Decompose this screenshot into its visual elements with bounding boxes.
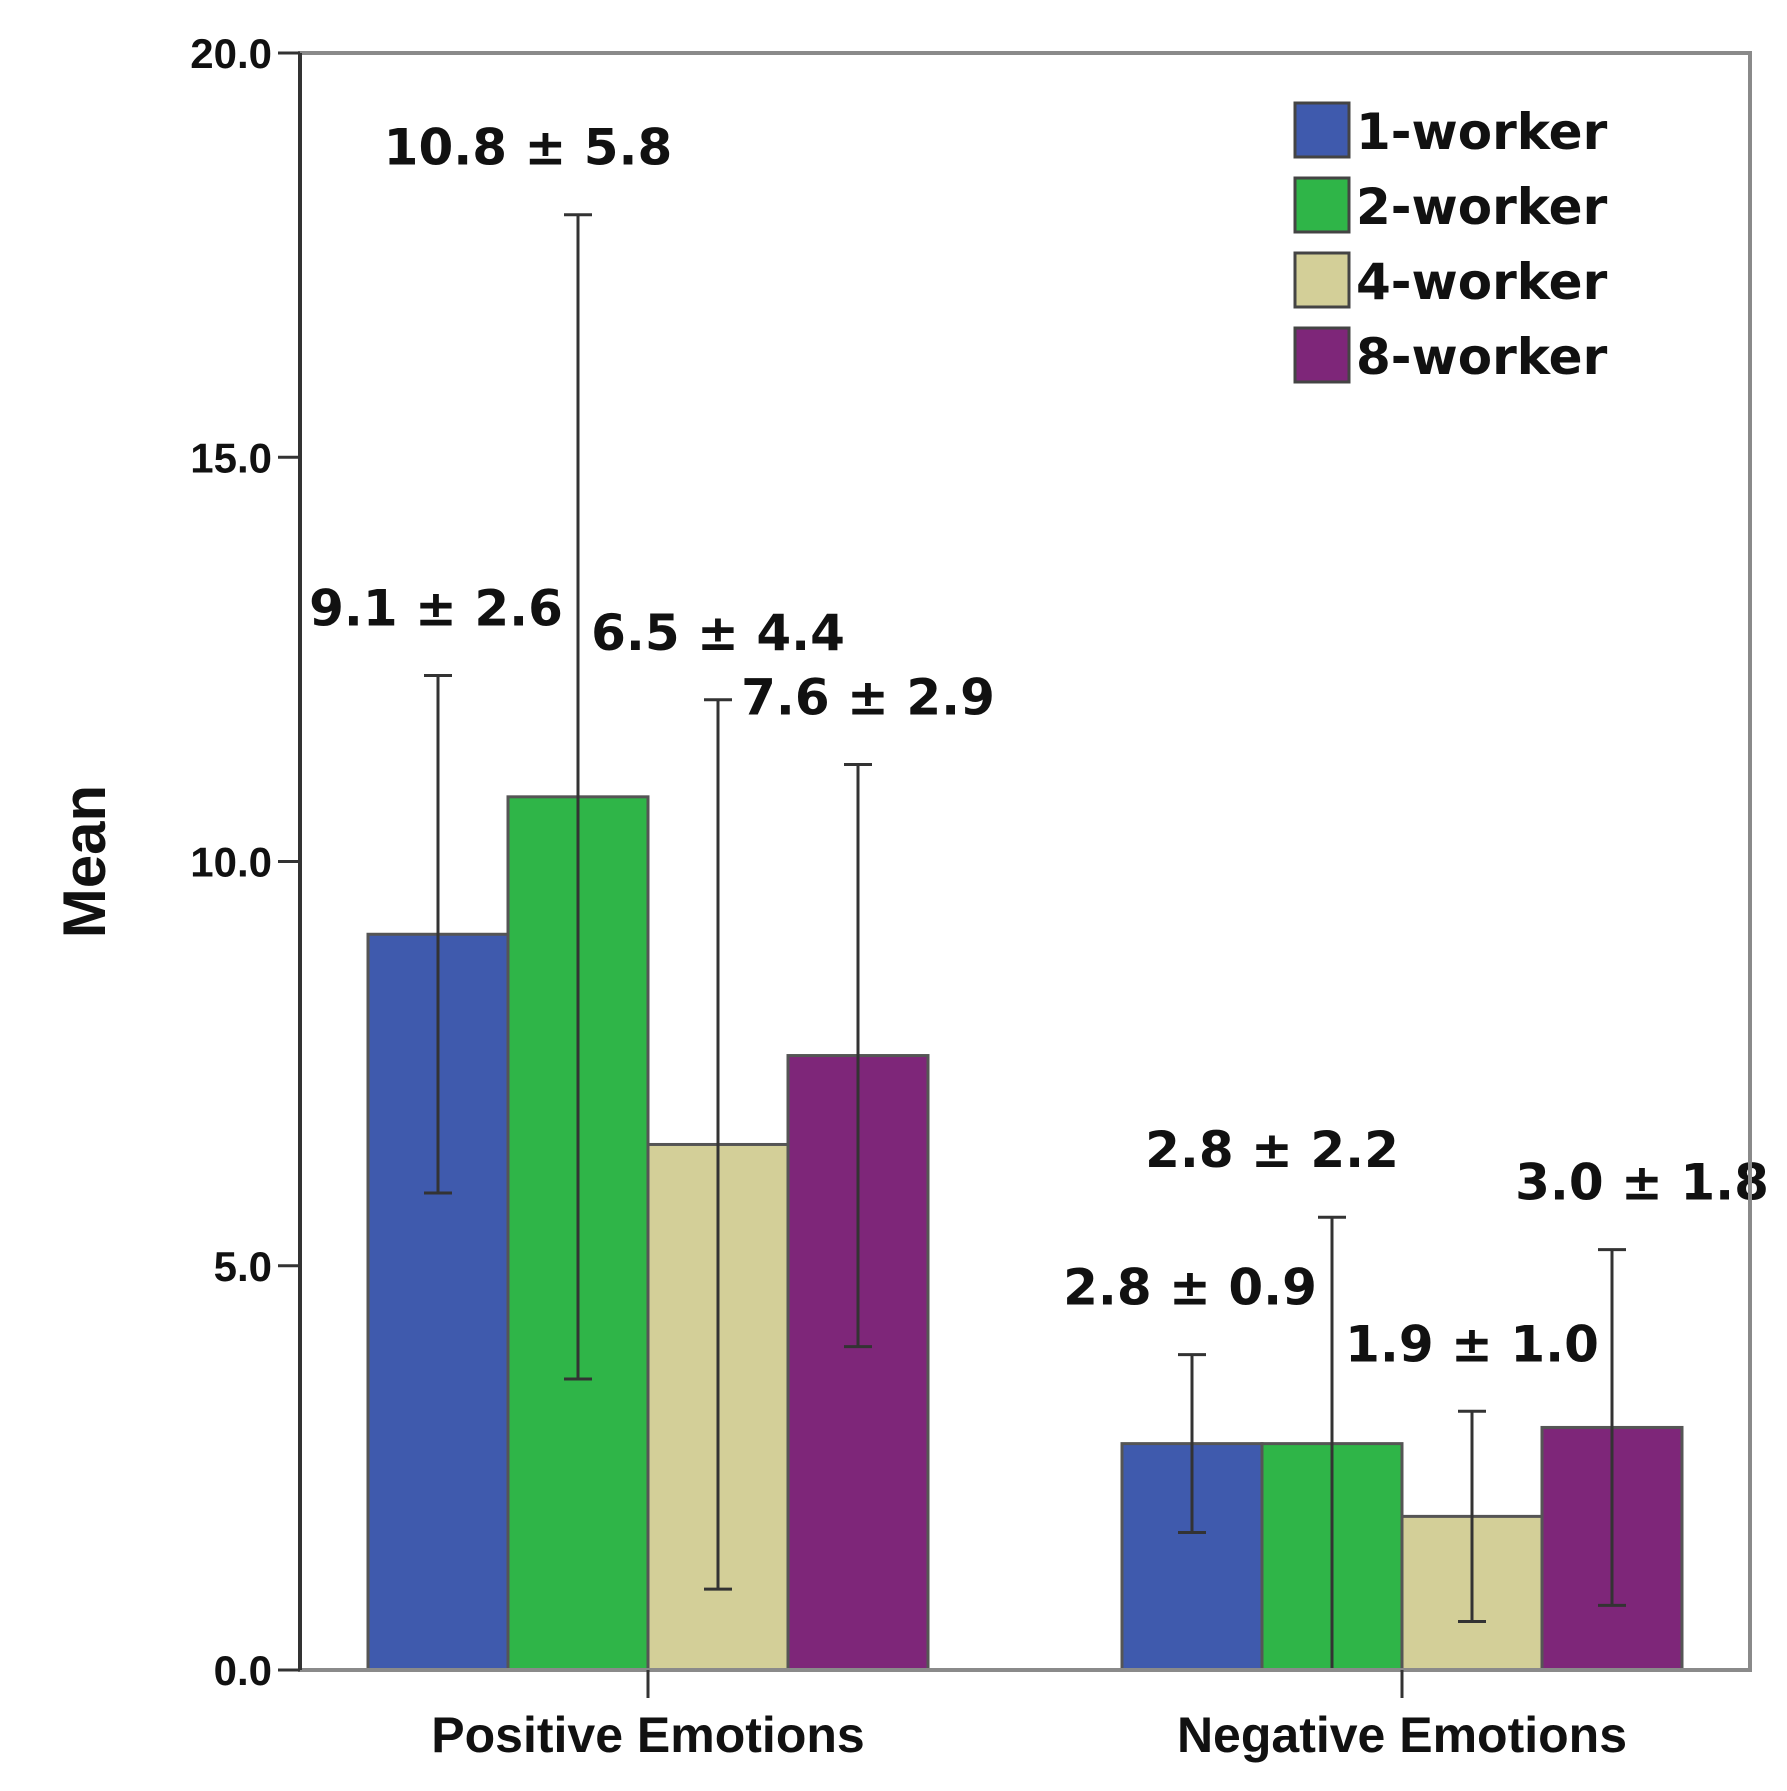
y-tick-label: 0.0 — [214, 1647, 272, 1694]
legend-item-2-worker: 2-worker — [1293, 176, 1608, 236]
x-category-label-negative-emotions: Negative Emotions — [1177, 1707, 1627, 1763]
legend-label: 8-worker — [1356, 328, 1608, 386]
legend-swatch — [1293, 251, 1351, 309]
error-bars-layer — [424, 213, 1626, 1672]
data-label-1-worker-negative-emotions: 2.8 ± 0.9 — [1063, 1259, 1317, 1317]
data-label-2-worker-positive-emotions: 10.8 ± 5.8 — [384, 119, 673, 177]
x-category-label-positive-emotions: Positive Emotions — [431, 1707, 864, 1763]
data-labels-layer: 9.1 ± 2.6 2.8 ± 0.9 10.8 ± 5.8 2.8 ± 2.2 6.5… — [309, 119, 1769, 1374]
axes-layer: 0.0 5.0 10.0 15.0 20.0 Positive Emotions Negat… — [51, 30, 1627, 1763]
y-tick-label: 10.0 — [190, 839, 272, 886]
data-label-4-worker-negative-emotions: 1.9 ± 1.0 — [1345, 1315, 1599, 1373]
data-label-8-worker-positive-emotions: 7.6 ± 2.9 — [741, 668, 995, 726]
error-bar-2-worker-positive-emotions — [564, 213, 592, 1381]
data-label-1-worker-positive-emotions: 9.1 ± 2.6 — [309, 580, 563, 638]
legend-label: 2-worker — [1356, 178, 1608, 236]
legend-item-4-worker: 4-worker — [1293, 251, 1608, 311]
data-label-2-worker-negative-emotions: 2.8 ± 2.2 — [1145, 1121, 1399, 1179]
legend: 1-worker 2-worker 4-worker 8-worker — [1293, 101, 1608, 386]
legend-label: 1-worker — [1356, 103, 1608, 161]
legend-swatch — [1293, 326, 1351, 384]
y-tick-label: 5.0 — [214, 1243, 272, 1290]
legend-swatch — [1293, 176, 1351, 234]
bars-layer — [366, 795, 1684, 1672]
legend-item-8-worker: 8-worker — [1293, 326, 1608, 386]
error-bar-1-worker-negative-emotions — [1178, 1353, 1206, 1535]
y-axis-title: Mean — [51, 785, 118, 938]
error-bar-8-worker-negative-emotions — [1598, 1248, 1626, 1607]
error-bar-1-worker-positive-emotions — [424, 674, 452, 1195]
legend-label: 4-worker — [1356, 253, 1608, 311]
error-bar-8-worker-positive-emotions — [844, 762, 872, 1349]
data-label-8-worker-negative-emotions: 3.0 ± 1.8 — [1515, 1154, 1769, 1212]
data-label-4-worker-positive-emotions: 6.5 ± 4.4 — [591, 604, 845, 662]
y-tick-label: 15.0 — [190, 434, 272, 481]
error-bar-4-worker-negative-emotions — [1458, 1409, 1486, 1623]
error-bar-4-worker-positive-emotions — [704, 698, 732, 1591]
y-tick-label: 20.0 — [190, 30, 272, 77]
legend-item-1-worker: 1-worker — [1293, 101, 1608, 161]
legend-swatch — [1293, 101, 1351, 159]
